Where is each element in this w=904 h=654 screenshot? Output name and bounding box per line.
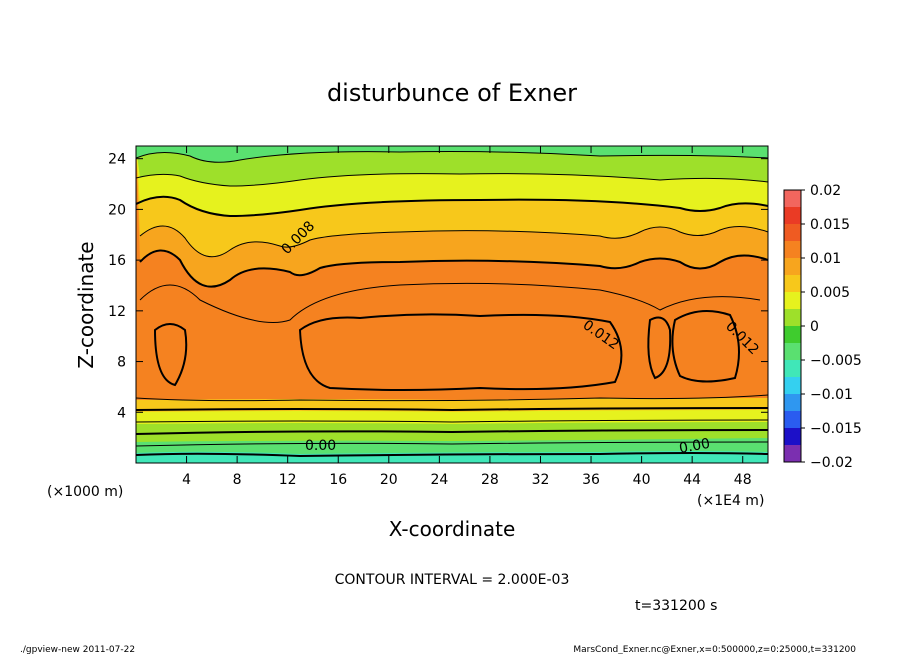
colorbar-tick-label: −0.005: [810, 353, 862, 369]
x-unit-label: (×1E4 m): [697, 493, 764, 509]
colorbar-swatch: [784, 411, 801, 428]
y-tick-label: 4: [117, 405, 126, 421]
colorbar-tick-label: −0.02: [810, 455, 853, 471]
x-tick-label: 20: [380, 472, 398, 488]
colorbar-tick-label: 0.015: [810, 217, 850, 233]
chart-title: disturbunce of Exner: [327, 79, 577, 107]
y-tick-label: 12: [108, 304, 126, 320]
colorbar-swatch: [784, 309, 801, 326]
y-tick-label: 24: [108, 152, 126, 168]
contour-interval-text: CONTOUR INTERVAL = 2.000E-03: [335, 572, 570, 588]
colorbar: 0.02 0.015 0.01 0.005 0 −0.005 −0.01 −0.015 −0.0…: [783, 183, 862, 471]
colorbar-swatch: [784, 343, 801, 360]
x-tick-label: 28: [481, 472, 499, 488]
colorbar-tick-label: 0.005: [810, 285, 850, 301]
x-tick-label: 32: [532, 472, 550, 488]
colorbar-swatch: [784, 224, 801, 241]
colorbar-swatch: [784, 190, 801, 207]
colorbar-swatch: [784, 292, 801, 309]
x-tick-label: 4: [182, 472, 191, 488]
colorbar-swatch: [784, 275, 801, 292]
x-tick-label: 16: [329, 472, 347, 488]
colorbar-tick-label: −0.015: [810, 421, 862, 437]
contour-lines: [136, 151, 768, 458]
colorbar-swatch: [784, 207, 801, 224]
x-tick-label: 40: [633, 472, 651, 488]
plot-frame: [135, 145, 769, 464]
colorbar-swatch: [784, 360, 801, 377]
colorbar-swatch: [784, 394, 801, 411]
y-tick-label: 8: [117, 355, 126, 371]
x-axis: 4 8 12 16 20 24 28 32 36 40 44 48: [182, 146, 752, 488]
y-tick-label: 16: [108, 253, 126, 269]
time-text: t=331200 s: [635, 598, 717, 614]
y-axis-label: Z-coordinate: [74, 241, 98, 368]
x-tick-label: 48: [734, 472, 752, 488]
colorbar-tick-label: −0.01: [810, 387, 853, 403]
colorbar-swatch: [784, 241, 801, 258]
colorbar-swatch: [784, 258, 801, 275]
colorbar-swatch: [784, 377, 801, 394]
x-tick-label: 36: [582, 472, 600, 488]
colorbar-tick-label: 0.02: [810, 183, 841, 199]
x-tick-label: 8: [233, 472, 242, 488]
y-axis: 4 8 12 16 20 24: [108, 152, 768, 421]
contour-label: 0.00: [305, 438, 336, 454]
x-tick-label: 24: [430, 472, 448, 488]
colorbar-swatch: [784, 428, 801, 445]
colorbar-tick-label: 0.01: [810, 251, 841, 267]
colorbar-tick-label: 0: [810, 319, 819, 335]
y-unit-label: (×1000 m): [47, 484, 123, 500]
footer-right: MarsCond_Exner.nc@Exner,x=0:500000,z=0:2…: [573, 645, 856, 654]
contour-label: 0.00: [678, 436, 711, 457]
plot-area: 0.008 0.012 0.012 0.00 0.00: [136, 146, 768, 463]
y-tick-label: 20: [108, 202, 126, 218]
x-axis-label: X-coordinate: [389, 517, 516, 541]
x-tick-label: 12: [279, 472, 297, 488]
x-tick-label: 44: [683, 472, 701, 488]
colorbar-swatch: [784, 326, 801, 343]
band-green-top: [136, 146, 768, 163]
footer-left: ./gpview-new 2011-07-22: [20, 645, 135, 654]
colorbar-swatch: [784, 445, 801, 462]
